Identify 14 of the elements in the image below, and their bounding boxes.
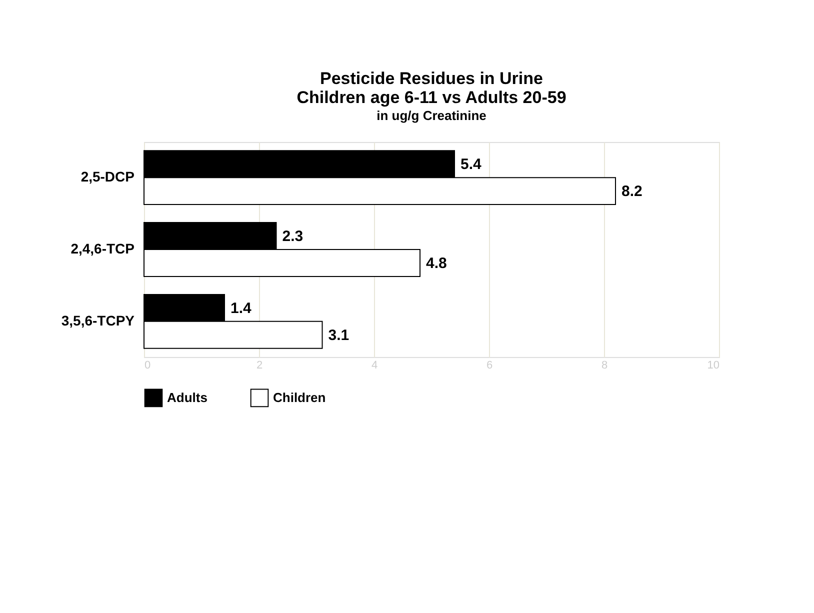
data-label: 4.8 [426,254,447,272]
data-label: 2.3 [282,228,304,246]
data-label: 1.4 [230,300,252,317]
text: Children age 6-11 vs Adults 20-59 [296,88,566,107]
legend-label: Children [273,390,326,405]
text: Pesticide Residues in Urine [320,69,543,88]
legend-label: Adults [167,390,208,405]
data-label: 5.4 [460,156,482,174]
y-tick-label: 2,5-DCP [80,168,134,185]
data-label: 8.2 [622,183,642,200]
chart-subtitle: in ug/g Creatinine [376,108,486,123]
y-tick-label: 3,5,6-TCPY [61,312,136,328]
data-label: 3.1 [328,326,350,344]
y-tick-label: 2,4,6-TCP [70,240,134,256]
